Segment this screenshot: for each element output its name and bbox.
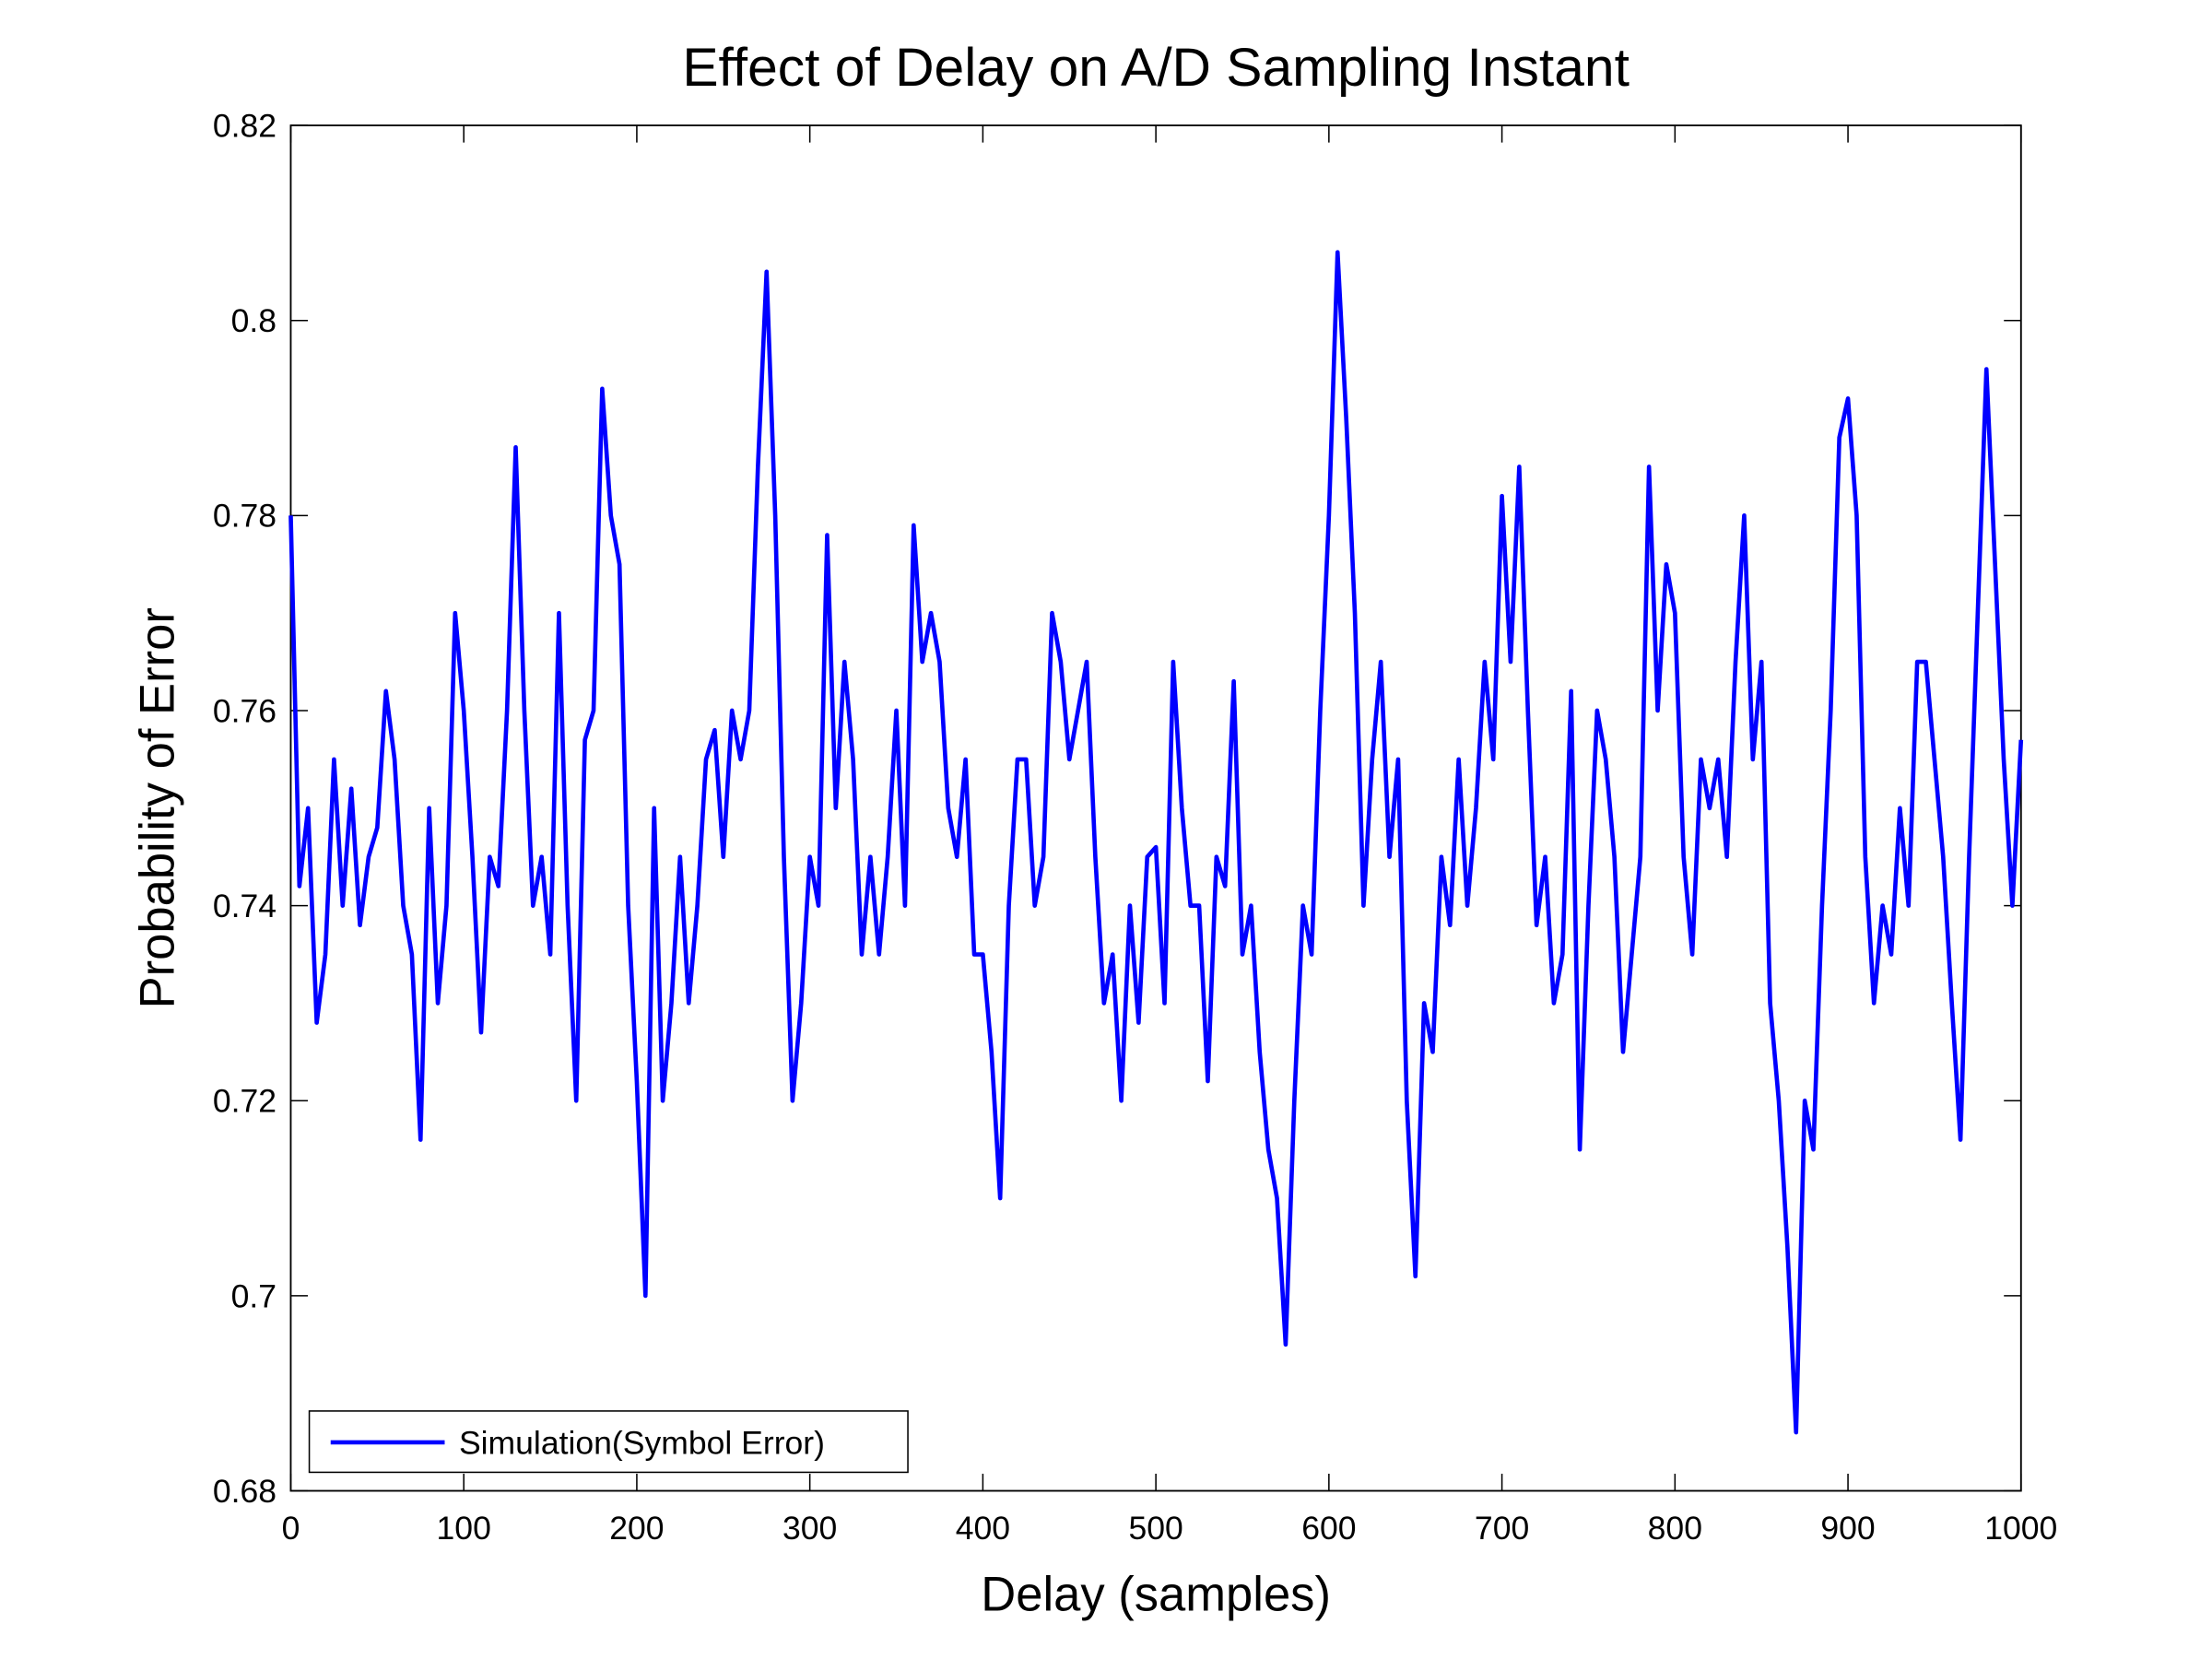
y-tick-label: 0.74 — [213, 888, 276, 924]
x-tick-label: 900 — [1820, 1510, 1875, 1547]
y-tick-label: 0.68 — [213, 1473, 276, 1510]
y-tick-label: 0.7 — [231, 1277, 276, 1314]
x-tick-label: 500 — [1128, 1510, 1182, 1547]
x-tick-label: 300 — [782, 1510, 837, 1547]
y-axis-label: Probability of Error — [131, 607, 185, 1008]
chart-title: Effect of Delay on A/D Sampling Instant — [682, 38, 1630, 98]
x-tick-label: 200 — [609, 1510, 664, 1547]
x-tick-label: 600 — [1301, 1510, 1356, 1547]
y-tick-label: 0.82 — [213, 107, 276, 144]
y-tick-label: 0.72 — [213, 1083, 276, 1120]
y-tick-label: 0.78 — [213, 498, 276, 535]
y-tick-label: 0.76 — [213, 692, 276, 729]
x-axis-label: Delay (samples) — [981, 1567, 1331, 1621]
y-tick-label: 0.8 — [231, 302, 276, 339]
data-line — [288, 250, 2024, 1435]
x-tick-label: 800 — [1648, 1510, 1702, 1547]
plot-frame — [289, 124, 2022, 1492]
x-tick-label: 1000 — [1984, 1510, 2057, 1547]
legend-label: Simulation(Symbol Error) — [459, 1424, 825, 1461]
x-tick-label: 700 — [1475, 1510, 1529, 1547]
x-tick-label: 400 — [956, 1510, 1010, 1547]
x-tick-label: 0 — [282, 1510, 300, 1547]
x-tick-label: 100 — [437, 1510, 491, 1547]
